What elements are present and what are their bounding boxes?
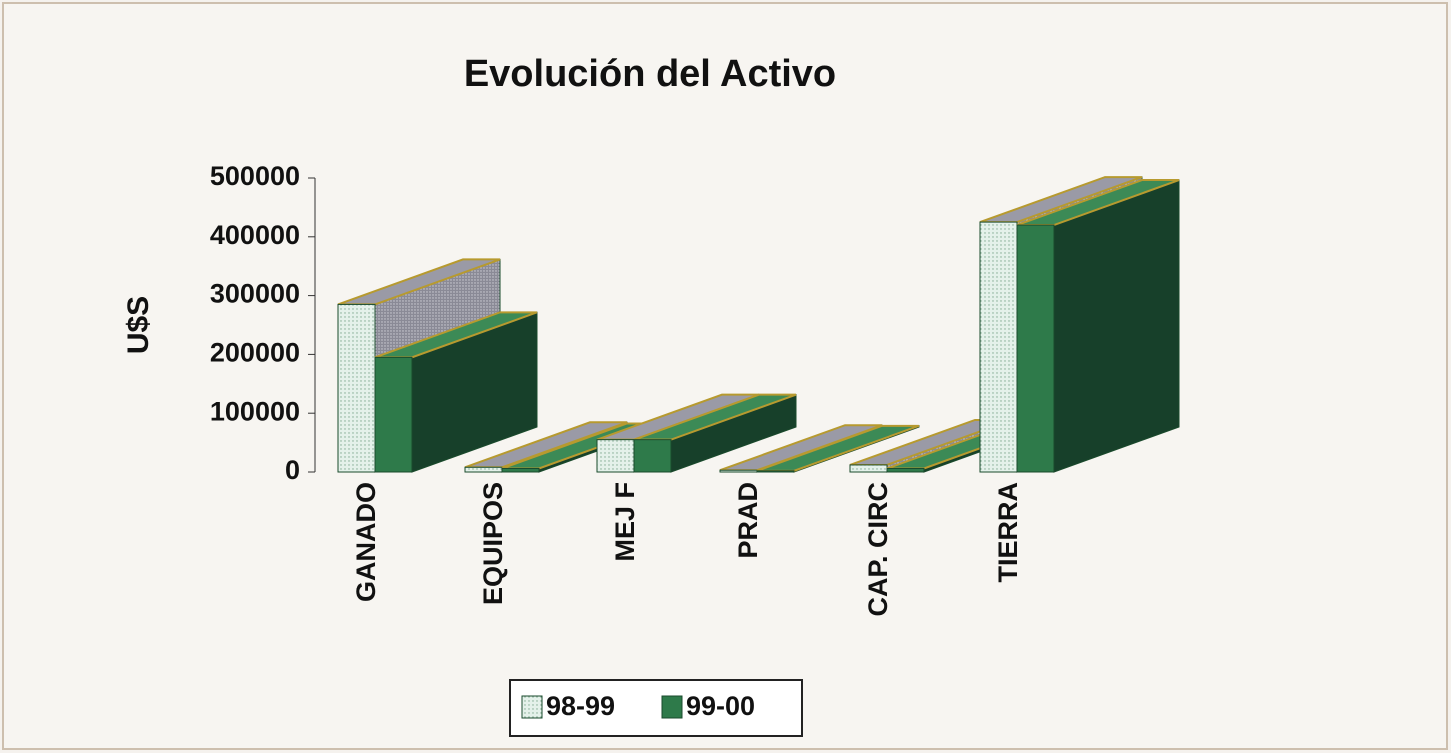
legend-swatch (661, 695, 683, 719)
bar (979, 221, 1018, 473)
bar (501, 467, 540, 473)
bar (374, 356, 413, 473)
x-tick-label: MEJ F (610, 482, 640, 562)
y-axis-label: U$S (122, 296, 155, 354)
y-tick-label: 0 (285, 455, 300, 485)
y-tick-label: 200000 (210, 338, 300, 368)
y-tick-label: 500000 (210, 161, 300, 191)
x-tick-label: PRAD (733, 482, 763, 559)
chart-title: Evolución del Activo (464, 53, 836, 95)
legend-box (509, 679, 803, 737)
y-tick-label: 400000 (210, 220, 300, 250)
bar (886, 467, 925, 473)
y-tick-label: 300000 (210, 279, 300, 309)
legend-label: 98-99 (546, 691, 615, 721)
legend-label: 99-00 (686, 691, 755, 721)
bar (849, 464, 888, 473)
legend-swatch (521, 695, 543, 719)
bar (1016, 224, 1055, 473)
bar (596, 439, 635, 473)
x-tick-label: EQUIPOS (478, 482, 508, 605)
x-tick-label: TIERRA (993, 482, 1023, 583)
y-tick-label: 100000 (210, 396, 300, 426)
bar (633, 439, 672, 473)
x-tick-label: CAP. CIRC (863, 482, 893, 617)
bar-side (1053, 179, 1180, 473)
bar (756, 470, 795, 473)
bar (464, 466, 503, 473)
bar (719, 469, 758, 473)
legend: 98-99 99-00 (509, 679, 803, 737)
bar (337, 303, 376, 473)
x-tick-label: GANADO (351, 482, 381, 602)
